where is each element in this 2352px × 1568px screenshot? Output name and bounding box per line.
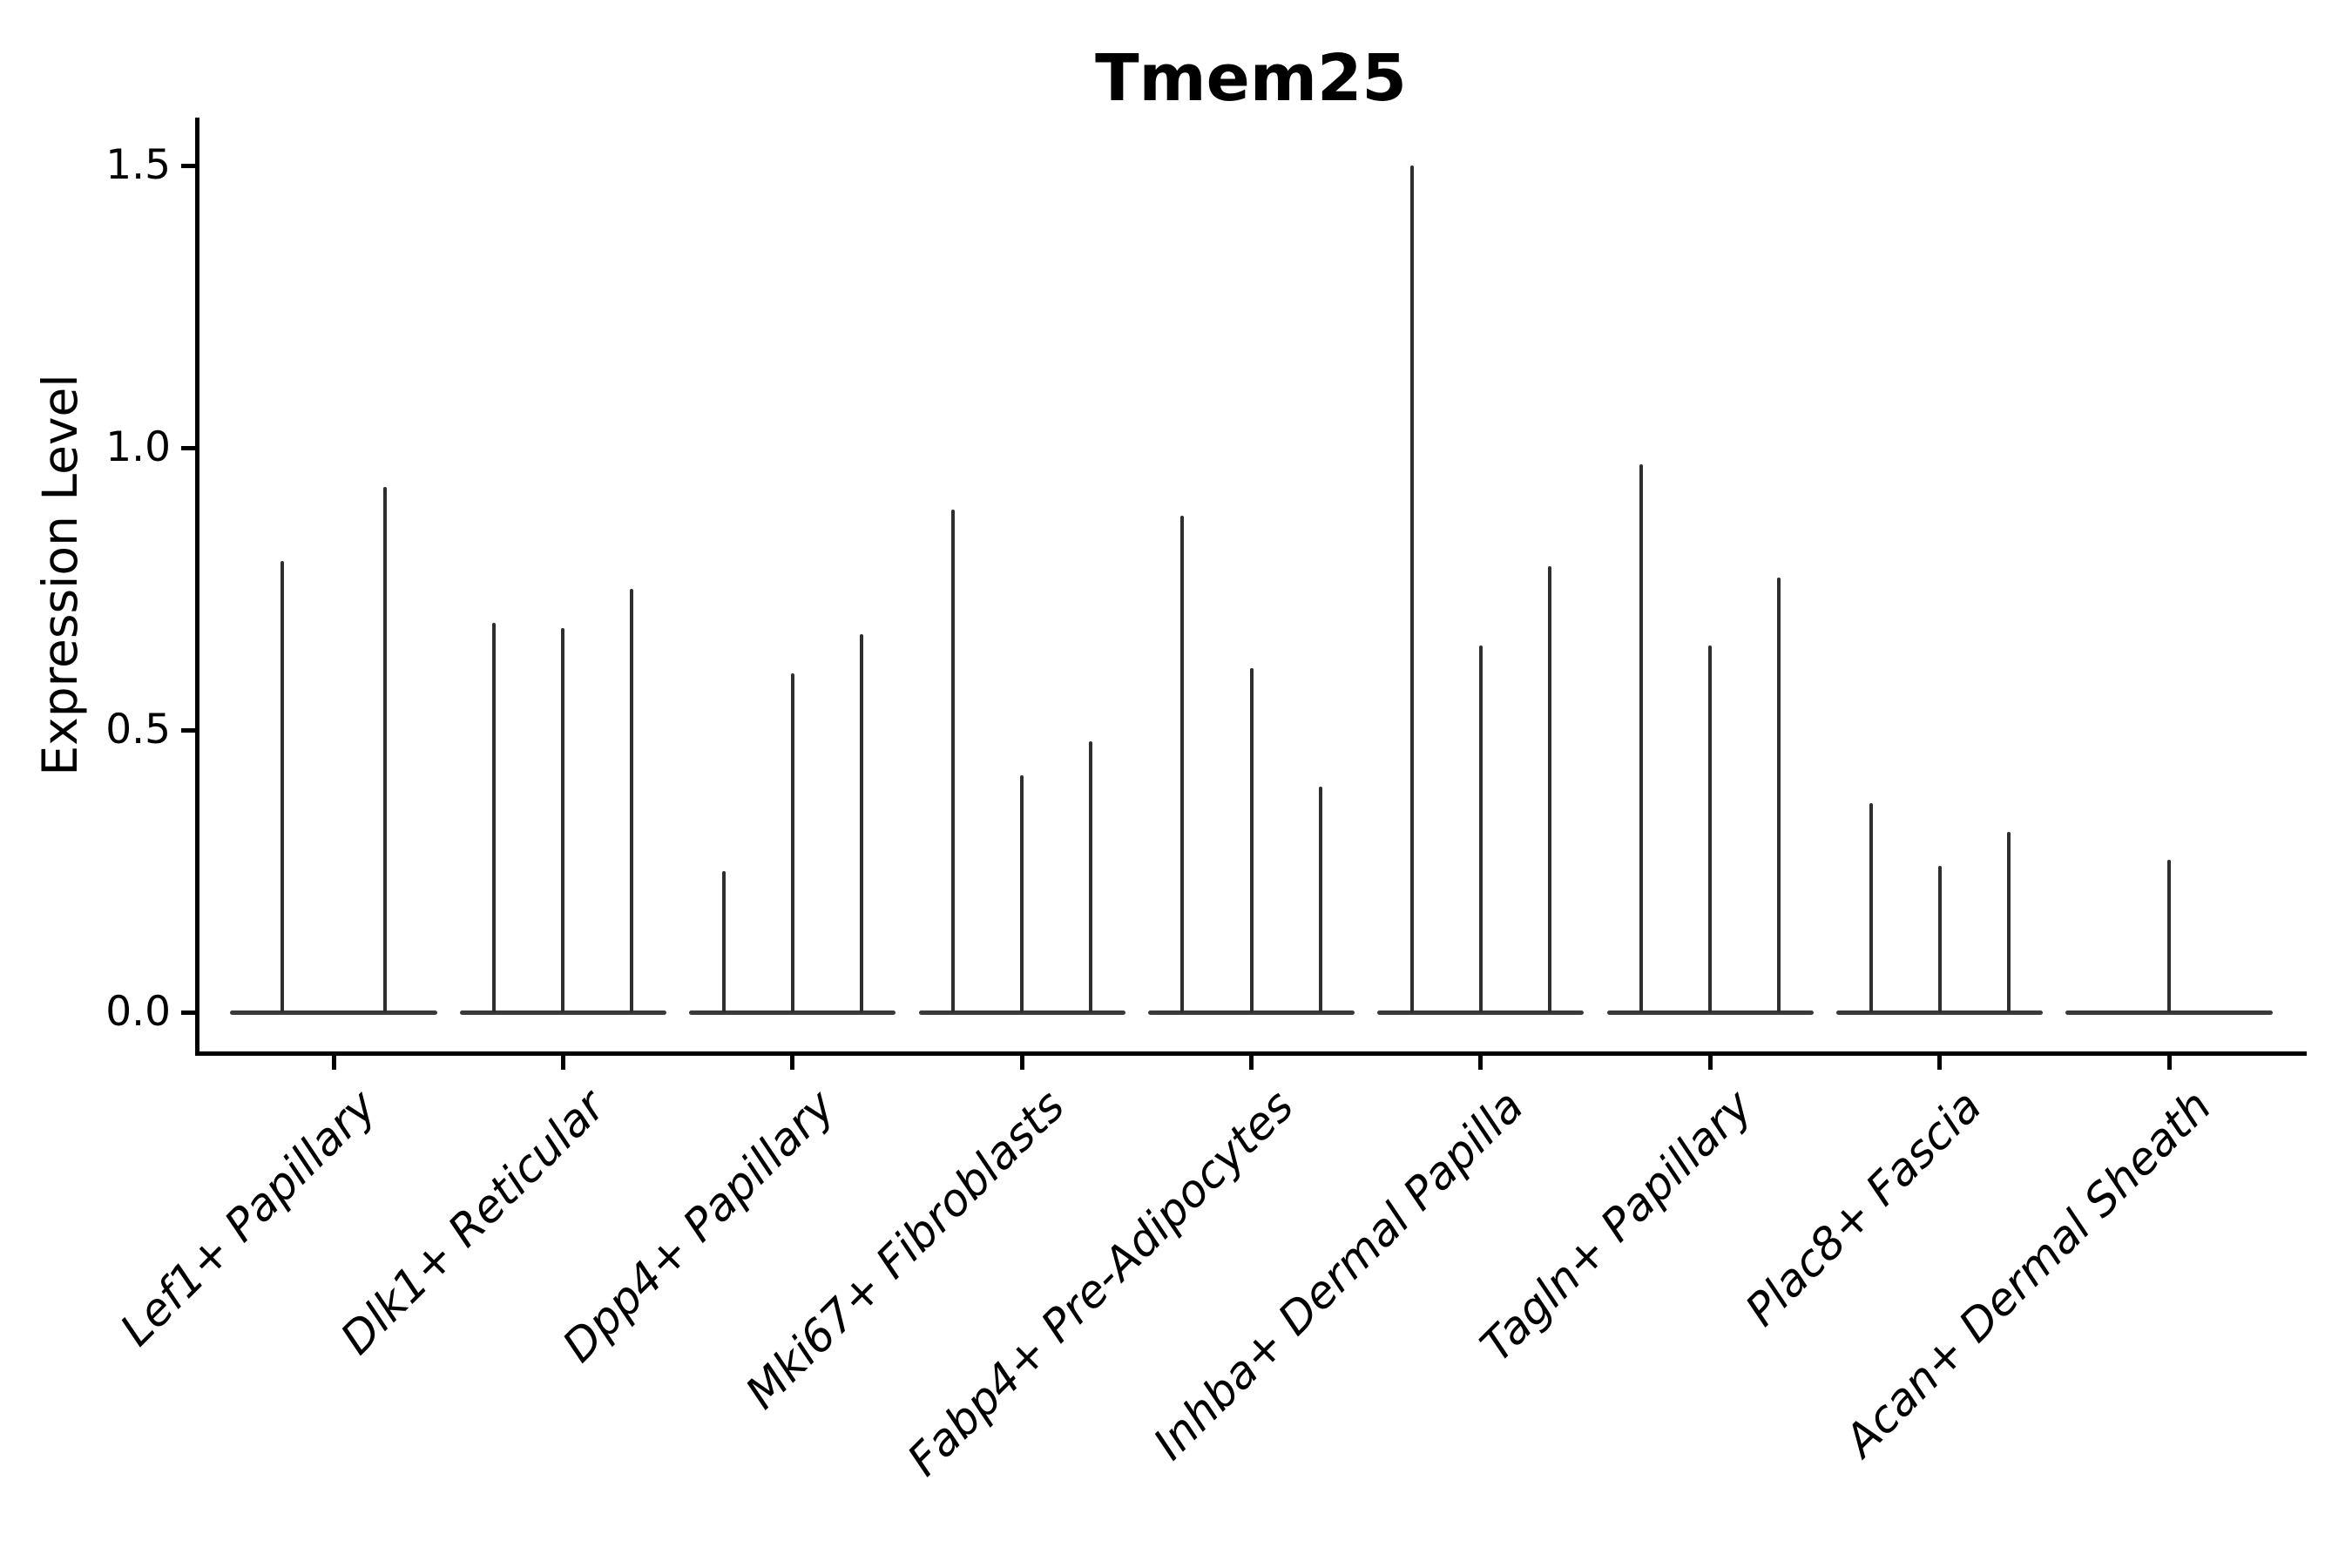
- violin-spike: [721, 871, 726, 1012]
- x-tick-mark: [1937, 1055, 1943, 1070]
- y-tick-label: 0.0: [105, 988, 171, 1036]
- x-axis-spine: [194, 1051, 2307, 1056]
- violin-baseline: [2065, 1010, 2273, 1015]
- y-axis-label: Expression Level: [32, 374, 88, 776]
- x-category-label: Acan+ Dermal Sheath: [1835, 1080, 2222, 1467]
- violin-baseline: [689, 1010, 896, 1015]
- violin-spike: [1180, 515, 1185, 1012]
- violin-spike: [951, 510, 956, 1012]
- violin-spike: [790, 673, 794, 1012]
- y-tick-mark: [181, 727, 197, 733]
- violin-spike: [2167, 860, 2171, 1012]
- violin-baseline: [1377, 1010, 1585, 1015]
- violin-spike: [1777, 578, 1781, 1012]
- violin-spike: [383, 487, 388, 1012]
- violin-spike: [561, 628, 565, 1012]
- y-tick-label: 0.5: [105, 706, 171, 754]
- violin-spike: [280, 560, 284, 1012]
- x-tick-mark: [790, 1055, 795, 1070]
- x-tick-mark: [1707, 1055, 1713, 1070]
- x-category-label: Inhba+ Dermal Papilla: [1144, 1080, 1534, 1470]
- violin-baseline: [459, 1010, 666, 1015]
- violin-spike: [1409, 166, 1414, 1012]
- violin-spike: [1478, 645, 1483, 1012]
- x-tick-mark: [1249, 1055, 1254, 1070]
- violin-baseline: [230, 1010, 437, 1015]
- y-tick-label: 1.0: [105, 423, 171, 471]
- violin-spike: [1547, 566, 1551, 1012]
- violin-spike: [2006, 831, 2011, 1012]
- violin-spike: [1089, 740, 1093, 1012]
- y-axis-spine: [194, 118, 199, 1056]
- x-tick-mark: [331, 1055, 336, 1070]
- violin-baseline: [1606, 1010, 1814, 1015]
- x-tick-mark: [2166, 1055, 2172, 1070]
- violin-spike: [859, 633, 863, 1012]
- x-tick-mark: [560, 1055, 565, 1070]
- x-category-label: Plac8+ Fascia: [1736, 1080, 1992, 1337]
- chart-title: Tmem25: [1095, 41, 1407, 116]
- x-tick-mark: [1019, 1055, 1024, 1070]
- y-tick-mark: [181, 163, 197, 168]
- violin-spike: [1318, 786, 1322, 1012]
- y-tick-mark: [181, 1010, 197, 1015]
- violin-baseline: [1147, 1010, 1355, 1015]
- violin-spike: [1869, 803, 1873, 1012]
- x-category-label: Fabp4+ Pre-Adipocytes: [898, 1080, 1304, 1487]
- violin-spike: [1249, 667, 1254, 1012]
- violin-spike: [492, 622, 497, 1012]
- y-tick-label: 1.5: [105, 141, 171, 189]
- violin-spike: [1708, 645, 1713, 1012]
- x-tick-mark: [1478, 1055, 1484, 1070]
- y-tick-mark: [181, 445, 197, 450]
- violin-spike: [1937, 865, 1942, 1012]
- violin-baseline: [918, 1010, 1125, 1015]
- violin-spike: [630, 589, 634, 1012]
- violin-baseline: [1836, 1010, 2044, 1015]
- violin-spike: [1020, 774, 1024, 1012]
- violin-spike: [1639, 464, 1644, 1012]
